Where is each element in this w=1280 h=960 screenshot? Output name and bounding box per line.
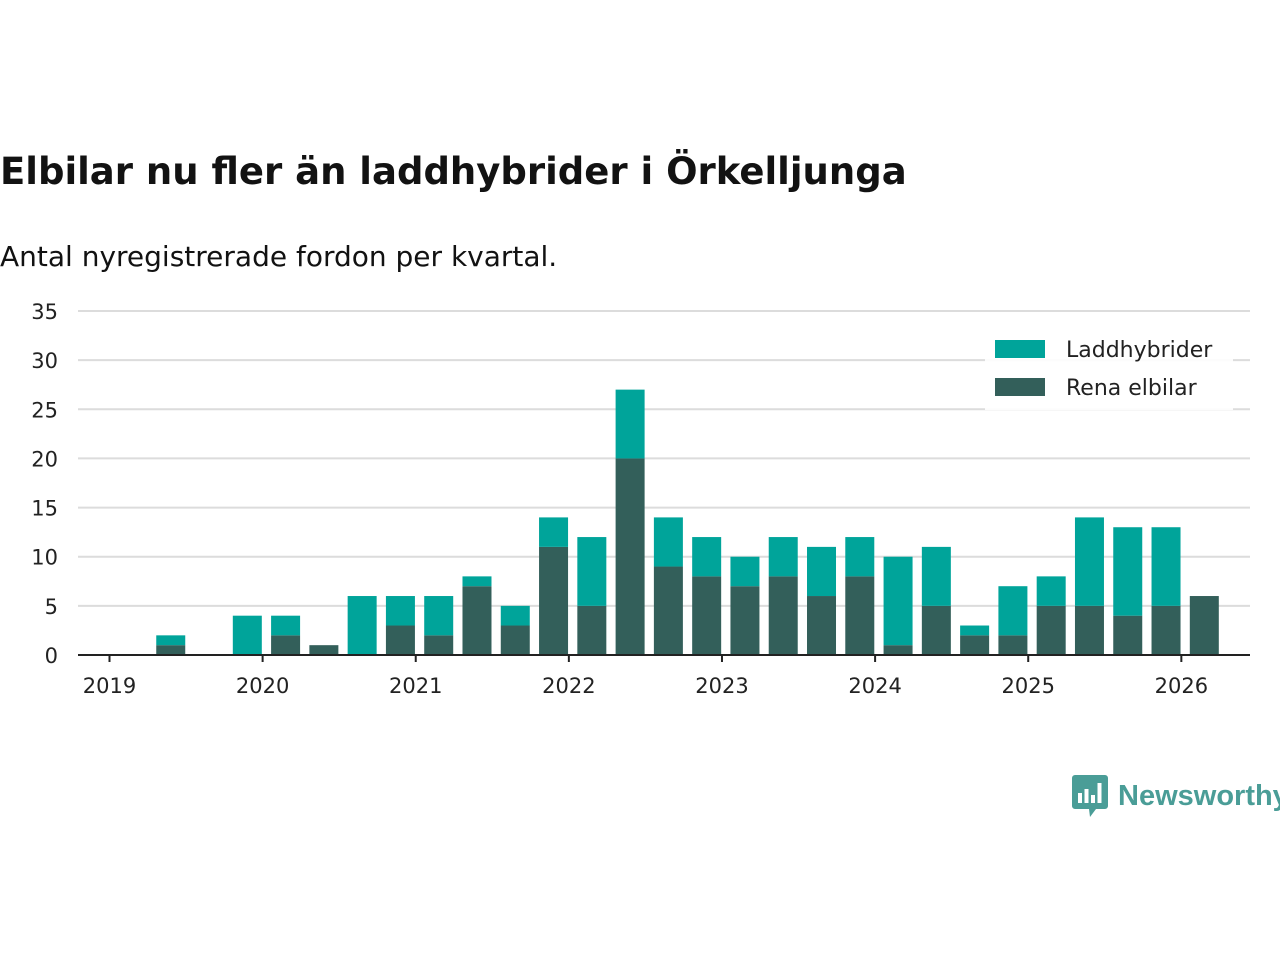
x-tick-label: 2024 [848, 674, 901, 698]
bar-rena-elbilar [385, 625, 415, 655]
bar-laddhybrider [1036, 576, 1066, 606]
y-tick-label: 15 [31, 497, 58, 521]
bar-rena-elbilar [424, 635, 454, 655]
legend-swatch [995, 378, 1045, 396]
bars [156, 389, 1219, 655]
bar-laddhybrider [807, 546, 837, 597]
bar-laddhybrider [653, 517, 683, 567]
bar-laddhybrider [424, 596, 454, 636]
bar-laddhybrider [1151, 527, 1181, 606]
bar-rena-elbilar [845, 576, 875, 655]
x-tick-label: 2019 [83, 674, 136, 698]
y-tick-label: 5 [45, 595, 58, 619]
chart-title: Elbilar nu fler än laddhybrider i Örkell… [0, 150, 907, 193]
bar-laddhybrider [539, 517, 569, 547]
bar-rena-elbilar [1074, 605, 1104, 655]
bar-rena-elbilar [500, 625, 530, 655]
bar-chart-bubble-icon [1072, 775, 1108, 817]
bar-rena-elbilar [960, 635, 990, 655]
bar-rena-elbilar [730, 586, 760, 655]
bar-rena-elbilar [309, 645, 339, 655]
bar-laddhybrider [921, 546, 951, 606]
y-tick-label: 35 [31, 300, 58, 324]
y-tick-label: 0 [45, 644, 58, 668]
x-tick-label: 2026 [1155, 674, 1208, 698]
bar-laddhybrider [1113, 527, 1143, 616]
legend-swatch [995, 340, 1045, 358]
legend-label: Laddhybrider [1066, 338, 1213, 363]
bar-rena-elbilar [653, 566, 683, 655]
bar-rena-elbilar [539, 546, 569, 655]
bar-rena-elbilar [577, 605, 607, 655]
x-tick-label: 2023 [695, 674, 748, 698]
bar-rena-elbilar [462, 586, 492, 655]
bar-rena-elbilar [1151, 605, 1181, 655]
bar-rena-elbilar [692, 576, 722, 655]
brand-logo: Newsworthy [1072, 774, 1280, 818]
y-tick-label: 30 [31, 349, 58, 373]
bar-laddhybrider [615, 389, 645, 459]
bar-rena-elbilar [921, 605, 951, 655]
chart-subtitle: Antal nyregistrerade fordon per kvartal. [0, 240, 558, 273]
bar-laddhybrider [1074, 517, 1104, 606]
bar-rena-elbilar [156, 645, 186, 655]
legend-label: Rena elbilar [1066, 376, 1198, 401]
bar-laddhybrider [462, 576, 492, 587]
bar-laddhybrider [883, 556, 913, 646]
bar-laddhybrider [768, 537, 798, 577]
bar-laddhybrider [730, 556, 760, 587]
bar-rena-elbilar [1036, 605, 1066, 655]
bar-laddhybrider [500, 605, 530, 626]
y-axis-ticks: 0 5 10 15 20 25 30 35 [31, 300, 58, 668]
bar-laddhybrider [845, 537, 875, 577]
bar-laddhybrider [271, 615, 301, 636]
x-tick-label: 2021 [389, 674, 442, 698]
grid-lines [78, 310, 1250, 607]
y-tick-label: 20 [31, 447, 58, 471]
y-tick-label: 25 [31, 398, 58, 422]
bar-rena-elbilar [1189, 596, 1219, 655]
bar-rena-elbilar [807, 596, 837, 655]
bar-laddhybrider [960, 625, 990, 636]
bar-laddhybrider [347, 596, 377, 655]
x-tick-label: 2022 [542, 674, 595, 698]
bar-laddhybrider [692, 537, 722, 577]
legend: Laddhybrider Rena elbilar [985, 328, 1233, 410]
y-tick-label: 10 [31, 546, 58, 570]
x-tick-label: 2020 [236, 674, 289, 698]
bar-rena-elbilar [768, 576, 798, 655]
brand-name: Newsworthy [1118, 779, 1280, 812]
bar-laddhybrider [385, 596, 415, 626]
bar-rena-elbilar [883, 645, 913, 655]
bar-rena-elbilar [615, 458, 645, 655]
bar-laddhybrider [232, 615, 262, 655]
bar-laddhybrider [998, 586, 1028, 636]
bar-rena-elbilar [1113, 615, 1143, 655]
bar-laddhybrider [156, 635, 186, 646]
x-axis: 2019 2020 2021 2022 2023 2024 2025 2026 [78, 654, 1250, 698]
bar-laddhybrider [577, 537, 607, 606]
bar-rena-elbilar [998, 635, 1028, 655]
x-tick-label: 2025 [1001, 674, 1054, 698]
bar-rena-elbilar [271, 635, 301, 655]
